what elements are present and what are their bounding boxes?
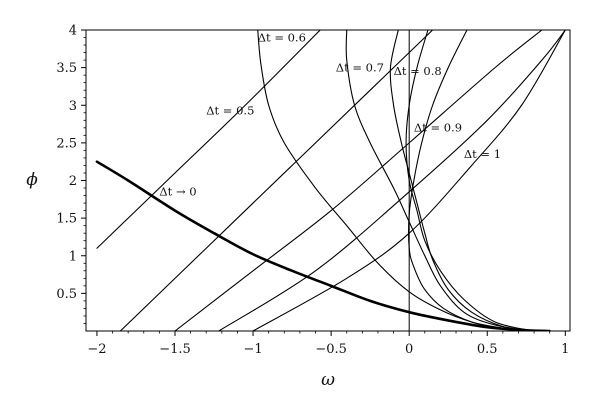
curve-annotation: Δt = 0.5 bbox=[206, 103, 254, 117]
straight-line-10 bbox=[252, 30, 566, 331]
series-dt-0-5 bbox=[96, 30, 321, 249]
x-tick-label: −0.5 bbox=[315, 342, 347, 357]
straight-line-7 bbox=[119, 30, 434, 331]
curve-annotation: Δt = 0.6 bbox=[258, 30, 306, 44]
x-tick-label: −2 bbox=[87, 342, 106, 357]
series-dt-0-8 bbox=[389, 30, 535, 331]
y-tick-label: 1 bbox=[69, 249, 77, 264]
x-axis-label: ω bbox=[321, 370, 335, 390]
y-tick-label: 2 bbox=[69, 174, 77, 189]
curve-annotation: Δt = 1 bbox=[464, 147, 501, 161]
curve-annotation: Δt = 0.8 bbox=[394, 64, 442, 78]
annotations-layer: Δt = 0.6 Δt = 0.7 Δt = 0.8 Δt = 0.5 Δt = 0.9… bbox=[159, 30, 501, 198]
y-tick-label: 4 bbox=[69, 24, 77, 39]
series-dt-0-9 bbox=[405, 30, 535, 331]
y-tick-label: 2.5 bbox=[56, 136, 77, 151]
series-dt-limit bbox=[95, 160, 551, 331]
x-tick-label: 0 bbox=[405, 342, 413, 357]
y-tick-label: 3 bbox=[69, 99, 77, 114]
x-axis: −2 −1.5 −1 −0.5 0 0.5 1 bbox=[87, 331, 569, 357]
y-axis: 0.5 1 1.5 2 2.5 3 3.5 4 bbox=[56, 24, 86, 324]
y-tick-label: 3.5 bbox=[56, 61, 77, 76]
x-tick-label: −1 bbox=[243, 342, 262, 357]
curve-annotation: Δt = 0.9 bbox=[414, 121, 462, 135]
curves-layer bbox=[95, 30, 566, 331]
y-axis-label: ϕ bbox=[26, 170, 38, 190]
series-dt-1 bbox=[408, 30, 535, 331]
curve-annotation: Δt → 0 bbox=[159, 185, 196, 199]
x-tick-label: −1.5 bbox=[159, 342, 191, 357]
curve-annotation: Δt = 0.7 bbox=[336, 60, 384, 74]
straight-line-8 bbox=[174, 30, 543, 331]
x-tick-label: 1 bbox=[561, 342, 569, 357]
y-tick-label: 0.5 bbox=[56, 287, 77, 302]
y-tick-label: 1.5 bbox=[56, 212, 77, 227]
straight-line-9 bbox=[218, 30, 566, 331]
x-tick-label: 0.5 bbox=[477, 342, 498, 357]
